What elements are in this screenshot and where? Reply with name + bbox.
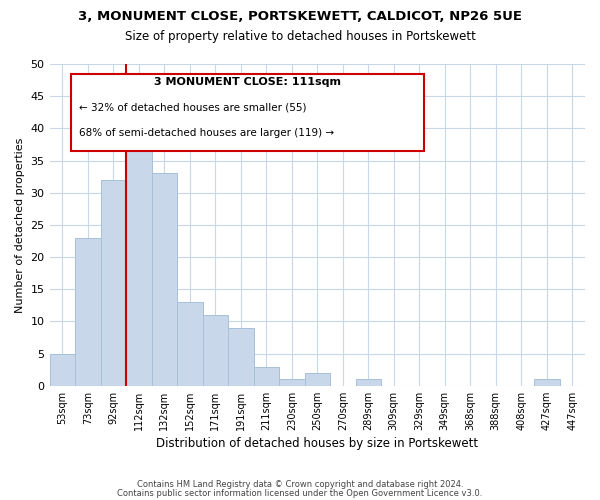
Bar (75, 238, 101, 386)
Y-axis label: Number of detached properties: Number of detached properties (15, 137, 25, 312)
X-axis label: Distribution of detached houses by size in Portskewett: Distribution of detached houses by size … (156, 437, 478, 450)
Bar (50, 354, 75, 386)
Bar (177, 302, 203, 386)
Text: Contains public sector information licensed under the Open Government Licence v3: Contains public sector information licen… (118, 488, 482, 498)
Bar (356, 380, 381, 386)
Bar (228, 328, 254, 386)
Bar (254, 366, 279, 386)
Bar (279, 380, 305, 386)
Text: 68% of semi-detached houses are larger (119) →: 68% of semi-detached houses are larger (… (79, 128, 334, 138)
Bar (152, 174, 177, 386)
Bar (101, 180, 126, 386)
Bar (203, 315, 228, 386)
Text: ← 32% of detached houses are smaller (55): ← 32% of detached houses are smaller (55… (79, 102, 307, 113)
Text: Size of property relative to detached houses in Portskewett: Size of property relative to detached ho… (125, 30, 475, 43)
Text: 3 MONUMENT CLOSE: 111sqm: 3 MONUMENT CLOSE: 111sqm (154, 77, 341, 87)
Bar (534, 380, 560, 386)
Bar (126, 122, 152, 386)
Bar (305, 373, 330, 386)
Text: 3, MONUMENT CLOSE, PORTSKEWETT, CALDICOT, NP26 5UE: 3, MONUMENT CLOSE, PORTSKEWETT, CALDICOT… (78, 10, 522, 23)
Text: Contains HM Land Registry data © Crown copyright and database right 2024.: Contains HM Land Registry data © Crown c… (137, 480, 463, 489)
FancyBboxPatch shape (71, 74, 424, 151)
